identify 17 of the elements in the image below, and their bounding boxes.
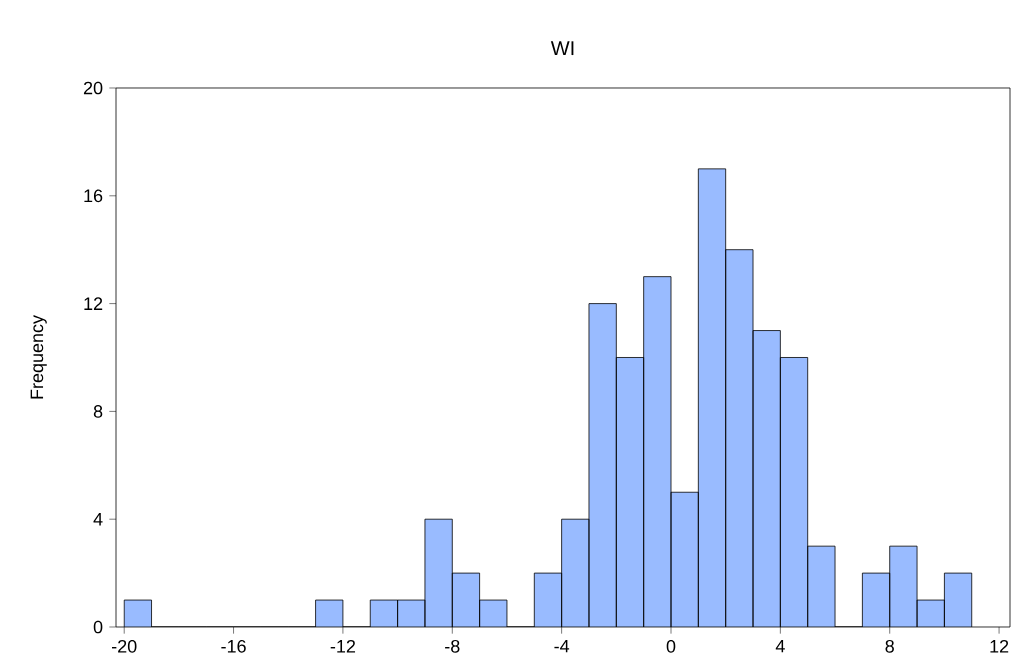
y-tick-label: 0 [93,620,103,634]
y-tick-label: 20 [83,81,103,95]
x-tick-label: -8 [445,639,460,653]
y-axis-title: Frequency [30,315,47,399]
y-tick-label: 4 [93,513,103,526]
x-tick-label: -20 [111,639,137,653]
x-tick-label: -16 [221,639,246,653]
x-tick-label: -4 [554,639,570,653]
chart-title: WI [550,41,574,56]
x-tick-label: 8 [885,639,894,653]
x-tick-label: 12 [990,639,1009,653]
y-tick-label: 16 [84,189,103,203]
y-tick-label: 12 [84,297,103,310]
x-tick-label: 4 [775,639,785,653]
x-tick-label: -12 [330,639,356,653]
x-tick-label: 0 [666,639,676,653]
y-tick-label: 8 [93,405,103,418]
